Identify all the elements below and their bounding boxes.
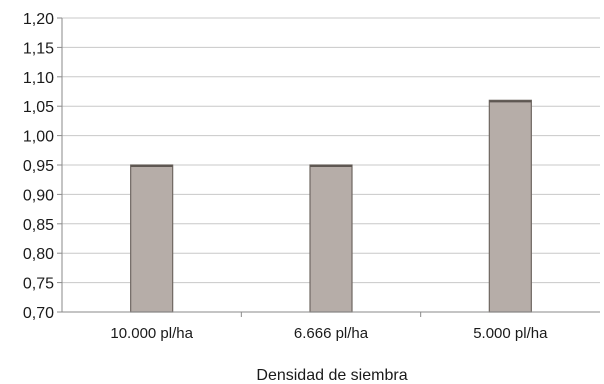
bar [309, 164, 353, 313]
y-tick-label: 0,70 [23, 305, 54, 322]
y-tick-label: 1,05 [23, 99, 54, 116]
x-category-label: 10.000 pl/ha [110, 325, 193, 342]
y-tick-label: 1,00 [23, 129, 54, 146]
y-tick-label: 0,80 [23, 246, 54, 263]
y-tick-label: 1,20 [23, 11, 54, 28]
y-tick-label: 0,85 [23, 217, 54, 234]
bar [488, 99, 532, 313]
y-tick-label: 0,90 [23, 187, 54, 204]
y-tick-label: 0,75 [23, 276, 54, 293]
axes [61, 18, 600, 317]
y-tick-label: 0,95 [23, 158, 54, 175]
bars [130, 99, 532, 313]
x-category-label: 6.666 pl/ha [294, 325, 369, 342]
bar [130, 164, 174, 313]
y-tick-labels: 0,70 0,75 0,80 0,85 0,90 0,95 1,00 1,05 1,10 1,15… [23, 11, 54, 322]
y-tick-label: 1,10 [23, 70, 54, 87]
x-category-labels: 10.000 pl/ha 6.666 pl/ha 5.000 pl/ha [110, 325, 548, 342]
x-axis-title: Densidad de siembra [256, 367, 407, 384]
y-tick-label: 1,15 [23, 40, 54, 57]
x-category-label: 5.000 pl/ha [473, 325, 548, 342]
